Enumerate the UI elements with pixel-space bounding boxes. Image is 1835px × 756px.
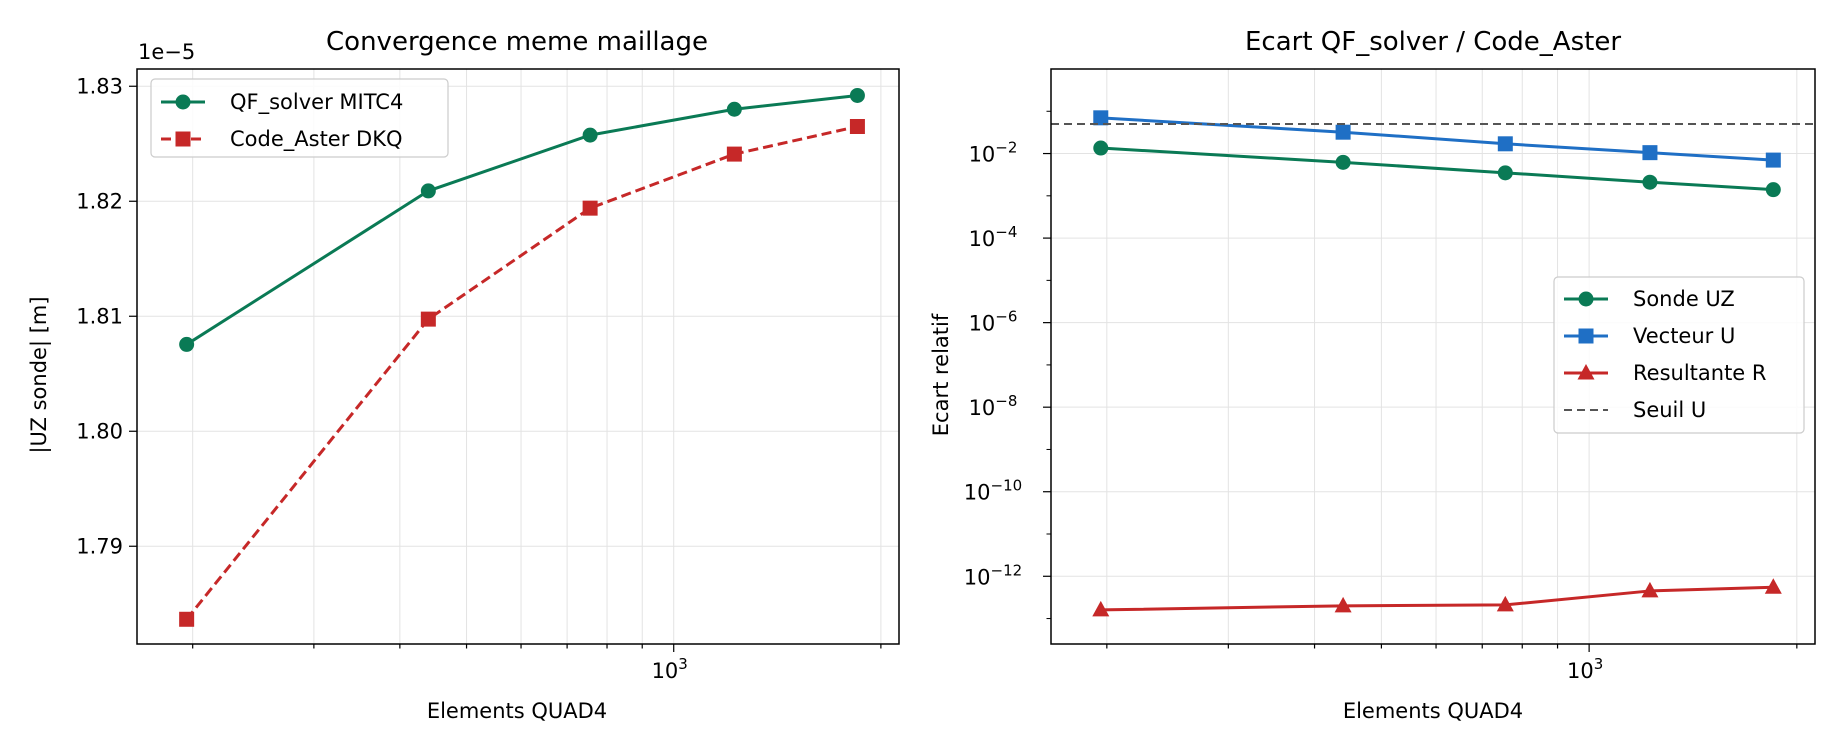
left-series-0-point (420, 183, 436, 199)
left-series-0-point (582, 127, 598, 143)
left-y-tick-label: 1.79 (76, 534, 123, 558)
right-series-1-point (1765, 152, 1781, 168)
right-series-2-point (1496, 595, 1514, 612)
left-legend: QF_solver MITC4 Code_Aster DKQ (150, 78, 449, 158)
right-series-1-point (1497, 136, 1513, 152)
right-legend: Sonde UZ Vecteur U Resultante R Seuil U (1553, 276, 1805, 434)
right-legend-marker-1 (1578, 328, 1594, 344)
right-y-tick-label: 10−4 (969, 223, 1018, 251)
right-legend-marker-0 (1578, 291, 1594, 307)
right-legend-label-1: Vecteur U (1633, 324, 1735, 348)
right-y-tick-label: 10−10 (964, 477, 1022, 505)
left-series-0-point (726, 101, 742, 117)
right-series-0-point (1765, 182, 1781, 198)
left-series-1-point (582, 200, 598, 216)
left-plot-area: 103 1.79 1.80 1.81 1.82 1.83 (76, 68, 900, 683)
left-legend-marker-0 (175, 94, 191, 110)
right-legend-label-3: Seuil U (1633, 398, 1706, 422)
right-series-1-point (1093, 110, 1109, 126)
left-legend-label-1: Code_Aster DKQ (230, 127, 403, 152)
left-y-tick-label: 1.83 (76, 74, 123, 98)
left-chart: Convergence meme maillage Elements QUAD4… (27, 27, 900, 723)
right-y-tick-label: 10−12 (964, 561, 1022, 589)
right-legend-label-2: Resultante R (1633, 361, 1767, 385)
right-y-tick-label: 10−6 (969, 308, 1018, 336)
right-series-2-point (1092, 600, 1110, 617)
right-legend-box (1553, 276, 1805, 434)
right-plot-frame (1050, 68, 1816, 645)
left-series-1-point (726, 146, 742, 162)
left-series-1-point (179, 611, 195, 627)
right-series-0-point (1335, 154, 1351, 170)
right-chart: Ecart QF_solver / Code_Aster Elements QU… (929, 27, 1816, 723)
left-series-0-point (849, 87, 865, 103)
left-legend-box (150, 78, 449, 158)
right-y-tick-label: 10−8 (969, 392, 1018, 420)
right-series-0-point (1497, 165, 1513, 181)
left-y-tick-label: 1.80 (76, 419, 123, 443)
right-y-tick-label: 10−2 (969, 139, 1018, 167)
right-x-tick-label: 103 (1567, 655, 1603, 683)
left-series-1-point (849, 119, 865, 134)
left-x-tick-label: 103 (652, 655, 688, 683)
right-series-2-point (1334, 596, 1352, 613)
right-series-2-point (1641, 581, 1659, 598)
right-series-1-point (1335, 124, 1351, 140)
right-series-0-point (1093, 140, 1109, 156)
left-legend-marker-1 (175, 131, 191, 147)
left-plot-background (137, 69, 899, 644)
left-legend-label-0: QF_solver MITC4 (230, 90, 403, 115)
left-y-axis-label: |UZ sonde| [m] (27, 296, 52, 453)
right-y-axis-label: Ecart relatif (929, 313, 953, 436)
right-series-0-point (1642, 174, 1658, 190)
left-series-line-1 (185, 125, 858, 621)
right-legend-marker-2 (1577, 364, 1595, 380)
left-series-1-point (420, 311, 436, 327)
left-plot-frame (136, 68, 900, 645)
left-y-tick-label: 1.81 (76, 304, 123, 328)
left-series-0-point (179, 336, 195, 352)
left-y-tick-label: 1.82 (76, 189, 123, 213)
left-x-axis-label: Elements QUAD4 (427, 699, 607, 723)
right-series-2-point (1764, 578, 1782, 594)
right-series-1-point (1642, 145, 1658, 161)
left-chart-title: Convergence meme maillage (326, 27, 708, 57)
right-x-axis-label: Elements QUAD4 (1343, 699, 1523, 723)
left-y-offset-text: 1e−5 (138, 40, 195, 64)
right-legend-label-0: Sonde UZ (1633, 287, 1735, 311)
right-chart-title: Ecart QF_solver / Code_Aster (1245, 27, 1621, 57)
